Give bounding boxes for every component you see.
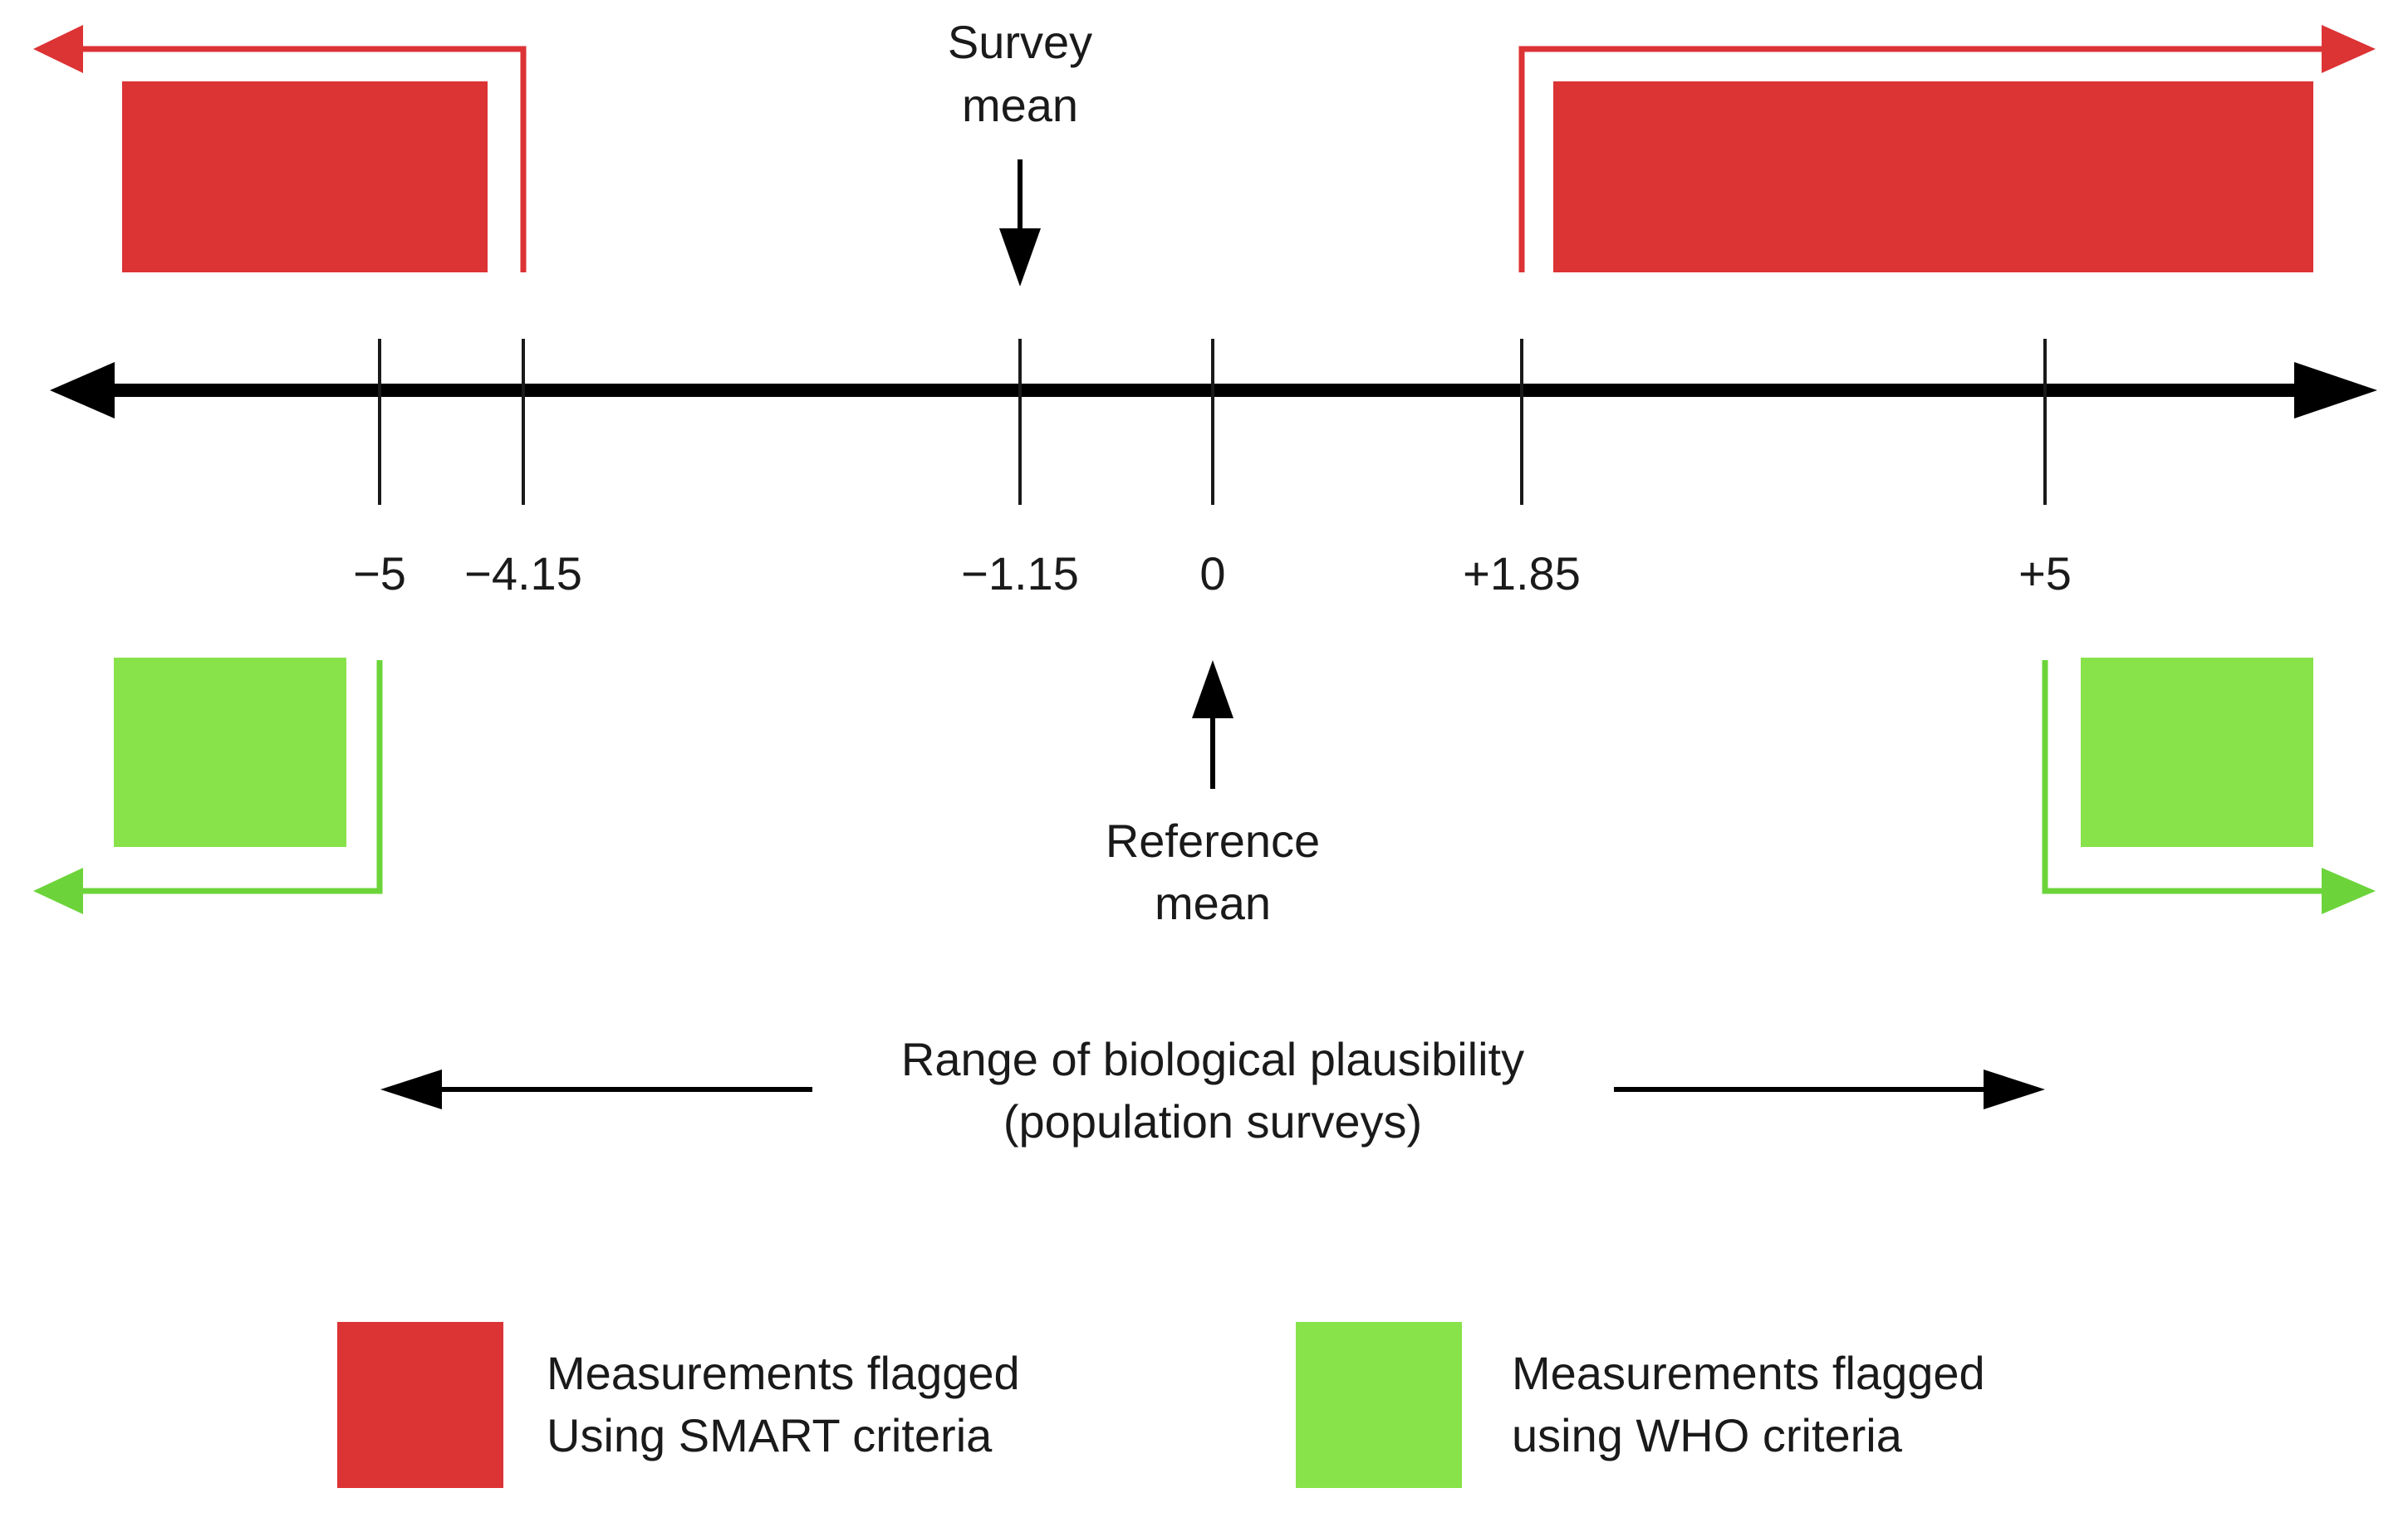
who-upper-bracket [2042,660,2326,894]
axis-right-arrowhead [2294,362,2377,419]
smart-upper-arrowhead [2322,25,2376,73]
reference-mean-label: Reference [1106,815,1320,867]
who-lower-bracket [79,660,383,894]
survey-mean-arrowhead [999,228,1041,286]
who-upper-arrowhead [2322,868,2376,914]
tick-label: +5 [2018,547,2072,600]
who-lower-flag-block [114,658,346,847]
who-lower-arrowhead [33,868,83,914]
survey-mean-annotation: Survey mean [948,16,1092,286]
axis-ticks [378,339,2047,505]
plausibility-range: Range of biological plausibility (popula… [380,1033,2045,1148]
legend-smart-label: Using SMART criteria [547,1409,993,1461]
legend-smart-swatch [337,1322,503,1488]
who-flag-regions [33,658,2376,914]
tick-label: −4.15 [464,547,582,600]
tick-label: −5 [353,547,406,600]
legend-who-label: using WHO criteria [1512,1409,1903,1461]
tick-label: 0 [1199,547,1225,600]
plausibility-label: (population surveys) [1003,1095,1422,1148]
tick-label: −1.15 [961,547,1079,600]
legend: Measurements flagged Using SMART criteri… [337,1322,1985,1488]
plausibility-label: Range of biological plausibility [901,1033,1524,1085]
plausibility-right-arrowhead [1984,1070,2045,1109]
smart-flag-regions [33,25,2376,272]
survey-mean-label: mean [962,79,1078,131]
axis-left-arrowhead [50,362,115,419]
survey-mean-label: Survey [948,16,1092,68]
smart-lower-arrowhead [33,25,83,73]
reference-mean-annotation: Reference mean [1106,660,1320,929]
legend-smart-label: Measurements flagged [547,1347,1020,1399]
plausibility-left-arrowhead [380,1070,442,1109]
z-score-axis [50,362,2377,419]
smart-upper-flag-block [1553,81,2313,272]
reference-mean-arrowhead [1192,660,1233,718]
tick-label: +1.85 [1463,547,1581,600]
legend-who-label: Measurements flagged [1512,1347,1985,1399]
smart-lower-flag-block [122,81,488,272]
smart-lower-bracket [79,46,527,272]
reference-mean-label: mean [1155,877,1271,929]
axis-tick-labels: −5 −4.15 −1.15 0 +1.85 +5 [353,547,2072,600]
smart-upper-bracket [1518,46,2326,272]
who-upper-flag-block [2081,658,2313,847]
legend-who-swatch [1296,1322,1462,1488]
